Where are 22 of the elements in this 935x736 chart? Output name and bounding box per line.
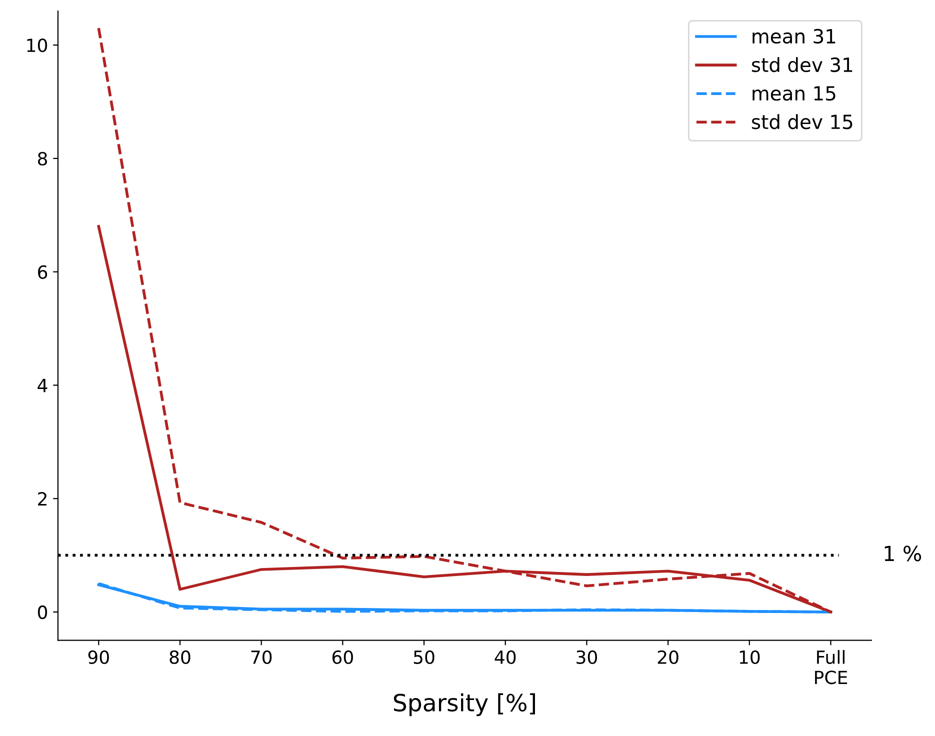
x-tick-label: 80 [170,650,190,664]
x-tick-label: 90 [88,650,109,664]
y-tick-label: 4 [38,378,48,392]
ref-line-label: 1 % [884,546,922,562]
x-tick-label: 10 [740,650,760,664]
x-tick-label: 20 [658,650,678,664]
x-tick-label: 60 [332,650,353,664]
legend-label: std dev 31 [752,57,852,72]
legend-label: mean 31 [752,28,836,44]
x-tick-label: 40 [494,650,516,664]
x-tick-label: 30 [576,650,597,664]
y-tick-label: 0 [38,605,48,620]
y-tick-label: 10 [27,38,48,52]
y-tick-label: 2 [38,492,46,506]
x-tick-label: 50 [414,650,434,664]
y-tick-label: 8 [38,152,48,166]
legend-label: mean 15 [752,86,836,101]
x-tick-label: 70 [251,650,272,664]
x-tick-label: Full PCE [815,650,848,684]
x-axis-title: Sparsity [%] [394,693,535,716]
legend-label: std dev 15 [752,114,852,130]
y-tick-label: 6 [38,265,48,279]
